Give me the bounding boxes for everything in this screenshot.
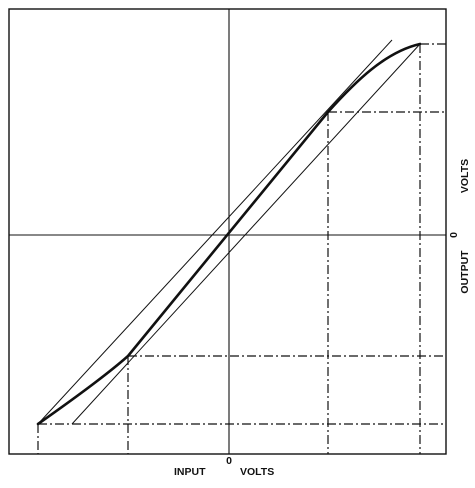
transfer-curve	[36, 42, 422, 426]
reference-line-lower	[71, 43, 421, 425]
reference-line-upper	[37, 39, 393, 425]
plot-frame	[8, 8, 447, 455]
y-axis-volts-label: VOLTS	[459, 159, 471, 193]
y-axis-zero-label: 0	[448, 232, 460, 238]
x-axis-volts-label: VOLTS	[240, 466, 274, 478]
projection-lines	[37, 43, 446, 454]
y-axis-output-label: OUTPUT	[459, 250, 471, 294]
x-axis-zero-label: 0	[226, 455, 232, 467]
x-axis-input-label: INPUT	[174, 466, 206, 478]
